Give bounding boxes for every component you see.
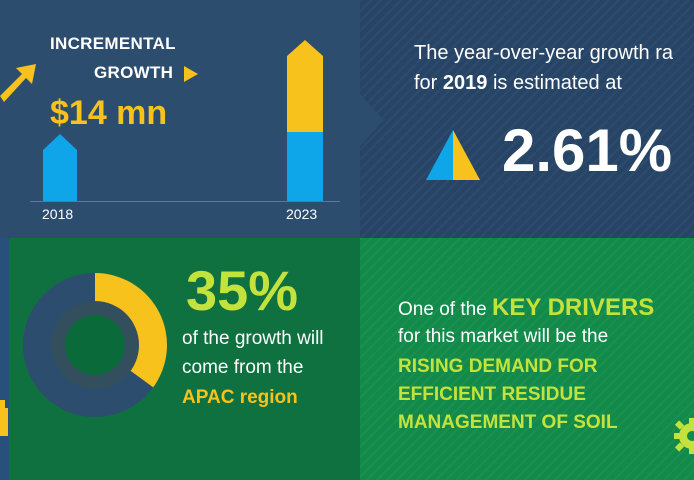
- region-share-percent: 35%: [186, 259, 299, 322]
- yoy-growth-rate: 2.61%: [502, 117, 673, 184]
- side-building-icon: [0, 400, 8, 436]
- drivers-highlight: KEY DRIVERS: [492, 294, 655, 321]
- incremental-label-line1: INCREMENTAL: [50, 34, 176, 53]
- incremental-growth-panel: INCREMENTAL GROWTH $14 mn 2018 2023: [0, 0, 360, 238]
- gear-icon: [674, 418, 694, 454]
- yoy-line2-suffix: is estimated at: [487, 72, 622, 94]
- incremental-label-line2: GROWTH: [94, 63, 174, 82]
- year-end-label: 2023: [286, 206, 318, 222]
- region-line2: come from the: [182, 357, 304, 378]
- region-share-panel: 35% of the growth will come from the APA…: [0, 238, 360, 480]
- yoy-line2-year: 2019: [442, 72, 488, 94]
- donut-hole: [65, 315, 125, 375]
- region-line1: of the growth will: [182, 328, 324, 349]
- key-drivers-panel: One of the KEY DRIVERS for this market w…: [360, 238, 694, 480]
- yoy-line1: The year-over-year growth ra: [414, 42, 673, 64]
- growth-arrow-icon: [0, 64, 36, 102]
- yoy-line2-prefix: for: [414, 72, 443, 94]
- baseline: [30, 201, 340, 202]
- bar-2023: [287, 40, 323, 202]
- year-start-label: 2018: [42, 206, 74, 222]
- drivers-prefix: One of the: [398, 299, 493, 320]
- drivers-line1: One of the KEY DRIVERS: [398, 294, 654, 322]
- panel-notch: [358, 92, 384, 148]
- region-share-donut: [23, 273, 168, 417]
- play-triangle-icon: [184, 66, 198, 82]
- yoy-line2: for 2019 is estimated at: [414, 72, 622, 95]
- driver-line3: MANAGEMENT OF SOIL: [398, 412, 618, 433]
- driver-line2: EFFICIENT RESIDUE: [398, 384, 586, 405]
- region-name: APAC region: [182, 387, 298, 408]
- left-edge-strip: [0, 238, 9, 480]
- drivers-line2: for this market will be the: [398, 326, 609, 347]
- growth-triangle-icon: [426, 130, 480, 180]
- bar-2018: [43, 134, 77, 202]
- driver-line1: RISING DEMAND FOR: [398, 356, 598, 377]
- yoy-growth-panel: The year-over-year growth ra for 2019 is…: [360, 0, 694, 238]
- incremental-amount: $14 mn: [50, 94, 168, 132]
